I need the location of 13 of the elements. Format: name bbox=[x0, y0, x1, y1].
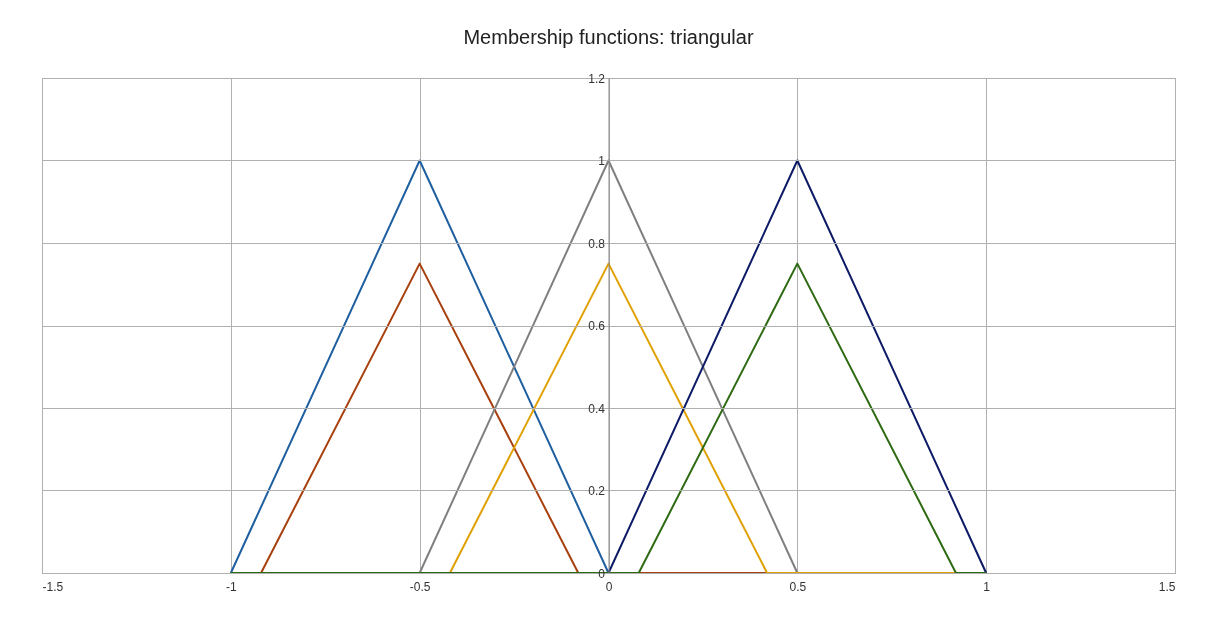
y-tick-label: 0.8 bbox=[588, 236, 606, 251]
y-tick-label: 0.4 bbox=[588, 401, 606, 416]
x-tick-label: -1.5 bbox=[42, 579, 64, 594]
x-tick-label: 1 bbox=[983, 579, 991, 594]
y-tick-label: 1 bbox=[598, 154, 606, 168]
y-tick-label: 1.2 bbox=[588, 71, 606, 86]
x-tick-label: -0.5 bbox=[409, 579, 431, 594]
x-tick-label: 0.5 bbox=[789, 579, 807, 594]
y-tick-label: 0.6 bbox=[588, 319, 606, 333]
y-tick-label: 0.2 bbox=[588, 484, 606, 498]
chart-title: Membership functions: triangular bbox=[463, 26, 754, 48]
x-tick-label: -1 bbox=[226, 579, 237, 594]
x-tick-label: 1.5 bbox=[1158, 579, 1176, 594]
